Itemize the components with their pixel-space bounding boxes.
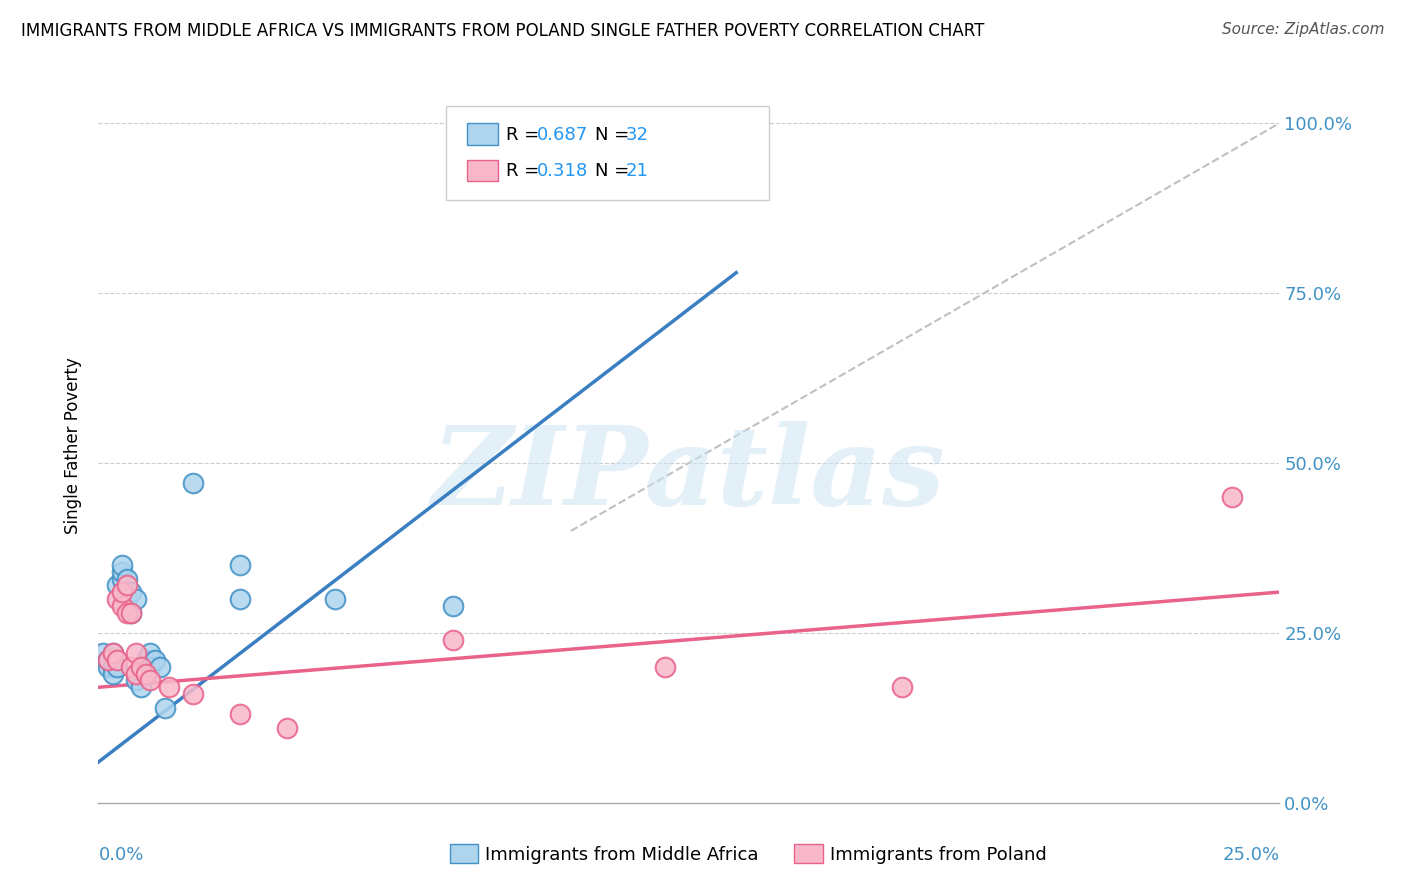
Point xyxy=(105,653,128,667)
Point xyxy=(149,660,172,674)
Point xyxy=(115,572,138,586)
Point xyxy=(1220,490,1243,504)
Text: IMMIGRANTS FROM MIDDLE AFRICA VS IMMIGRANTS FROM POLAND SINGLE FATHER POVERTY CO: IMMIGRANTS FROM MIDDLE AFRICA VS IMMIGRA… xyxy=(21,22,984,40)
Point xyxy=(121,660,143,674)
Point xyxy=(129,660,152,674)
Point xyxy=(129,680,152,694)
Text: N =: N = xyxy=(595,162,634,180)
Point xyxy=(143,653,166,667)
Point xyxy=(135,666,157,681)
Point xyxy=(153,700,176,714)
Text: 0.0%: 0.0% xyxy=(98,846,143,863)
Point xyxy=(125,591,148,606)
Point xyxy=(323,591,346,606)
Point xyxy=(157,680,180,694)
Point xyxy=(125,673,148,688)
Text: Immigrants from Middle Africa: Immigrants from Middle Africa xyxy=(485,846,759,863)
Point xyxy=(111,599,134,613)
Point xyxy=(91,646,114,660)
Point xyxy=(121,606,143,620)
Point xyxy=(125,666,148,681)
Text: N =: N = xyxy=(595,126,634,144)
Point xyxy=(229,707,252,722)
Point xyxy=(101,646,124,660)
Text: 0.687: 0.687 xyxy=(537,126,588,144)
Point xyxy=(105,578,128,592)
Point xyxy=(101,660,124,674)
Text: ZIPatlas: ZIPatlas xyxy=(432,421,946,528)
Point xyxy=(101,666,124,681)
Point xyxy=(111,585,134,599)
Point xyxy=(121,606,143,620)
Text: 0.318: 0.318 xyxy=(537,162,588,180)
Point xyxy=(115,606,138,620)
Point xyxy=(115,591,138,606)
Point xyxy=(111,565,134,579)
Point xyxy=(135,666,157,681)
Point xyxy=(181,476,204,491)
Point xyxy=(181,687,204,701)
Point xyxy=(129,660,152,674)
Point xyxy=(111,572,134,586)
Point xyxy=(229,558,252,572)
Point xyxy=(890,680,912,694)
Text: R =: R = xyxy=(506,162,546,180)
Point xyxy=(125,646,148,660)
Point xyxy=(97,660,120,674)
Text: 25.0%: 25.0% xyxy=(1222,846,1279,863)
Point xyxy=(229,591,252,606)
Point xyxy=(105,591,128,606)
Point xyxy=(101,646,124,660)
Point xyxy=(441,599,464,613)
Point xyxy=(654,660,676,674)
Point xyxy=(105,660,128,674)
Point xyxy=(139,646,162,660)
Point xyxy=(97,653,120,667)
Point xyxy=(121,585,143,599)
Point xyxy=(139,660,162,674)
Text: Immigrants from Poland: Immigrants from Poland xyxy=(830,846,1046,863)
Point xyxy=(441,632,464,647)
Point xyxy=(97,653,120,667)
Point xyxy=(111,558,134,572)
Text: Source: ZipAtlas.com: Source: ZipAtlas.com xyxy=(1222,22,1385,37)
Text: R =: R = xyxy=(506,126,546,144)
Point xyxy=(105,653,128,667)
Y-axis label: Single Father Poverty: Single Father Poverty xyxy=(65,358,83,534)
Text: 21: 21 xyxy=(626,162,648,180)
Point xyxy=(115,578,138,592)
Point xyxy=(135,653,157,667)
Point xyxy=(276,721,298,735)
Text: 32: 32 xyxy=(626,126,648,144)
Point xyxy=(139,673,162,688)
